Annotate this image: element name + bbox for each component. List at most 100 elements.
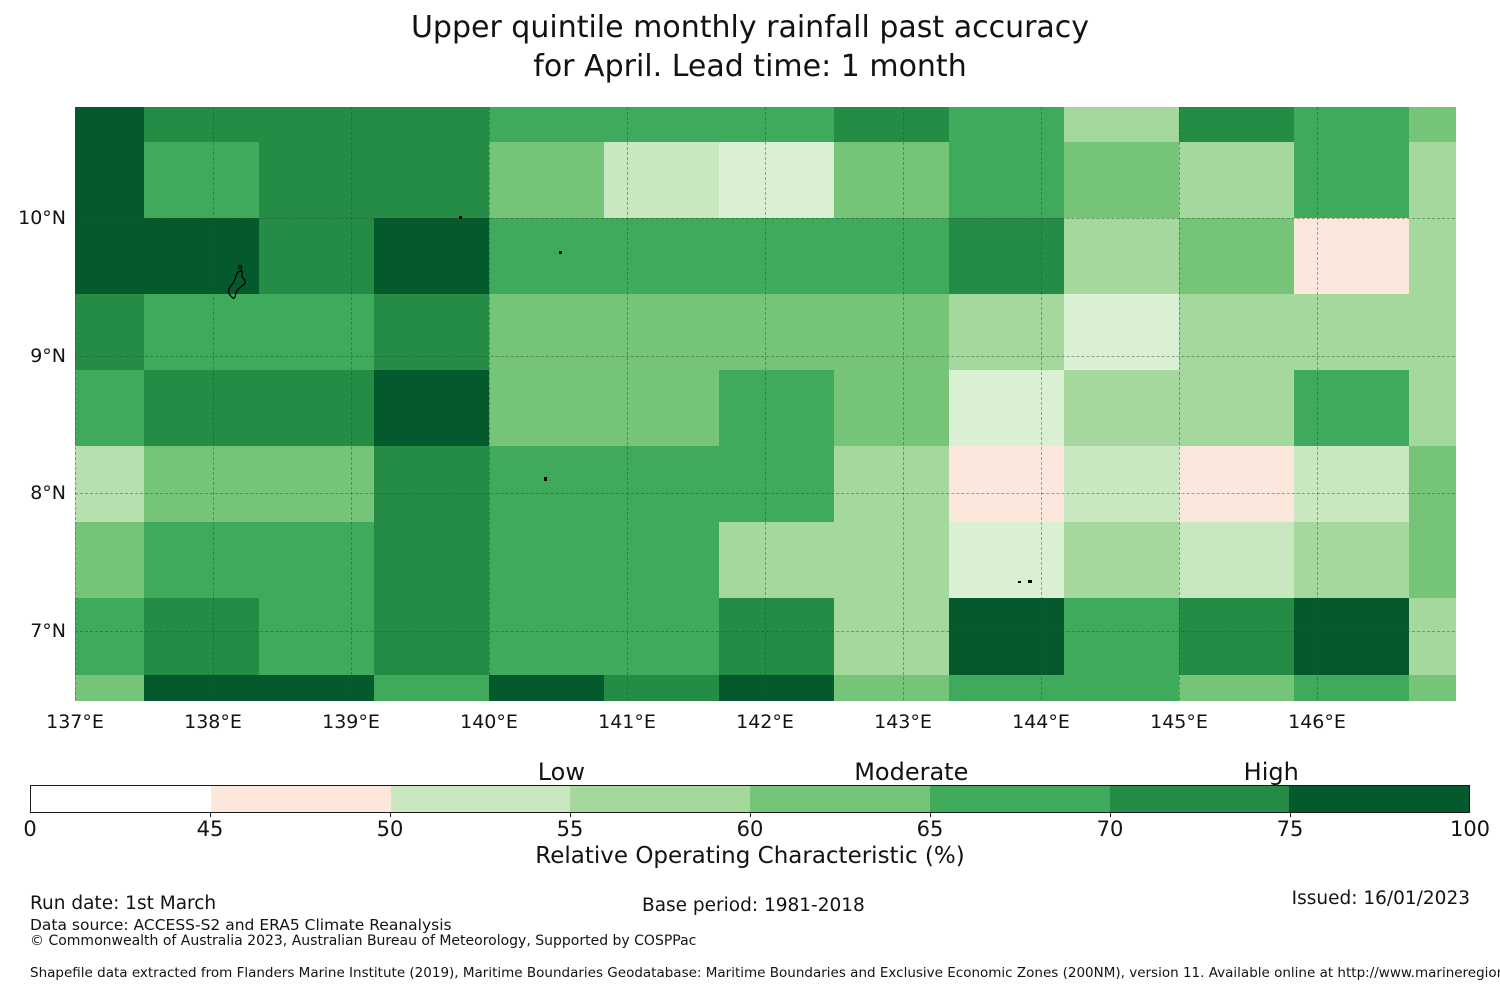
map-cell xyxy=(1409,370,1456,447)
map-cell xyxy=(489,446,605,523)
map-cell xyxy=(1293,446,1410,523)
colorbar-segment xyxy=(570,786,751,812)
map-cell xyxy=(1409,218,1456,295)
colorbar-tick-mark xyxy=(390,813,391,817)
map-cell xyxy=(489,141,605,219)
map-cell xyxy=(258,598,375,676)
y-tick-label: 10°N xyxy=(18,207,66,229)
heatmap-plot-area xyxy=(75,107,1456,701)
map-cell xyxy=(75,141,145,219)
colorbar-segment xyxy=(929,786,1111,812)
map-cell xyxy=(603,107,720,143)
map-cell xyxy=(603,218,720,295)
map-cell xyxy=(948,370,1065,447)
map-cell xyxy=(1409,674,1456,701)
gridline-meridian xyxy=(489,107,490,700)
x-tick-label: 141°E xyxy=(598,711,656,733)
colorbar-tick-label: 60 xyxy=(736,817,764,841)
colorbar-segment xyxy=(31,786,212,812)
map-cell xyxy=(489,674,605,701)
map-cell xyxy=(1064,522,1180,600)
map-cell xyxy=(374,107,490,143)
colorbar-category-label: High xyxy=(1243,758,1299,786)
map-cell xyxy=(1179,218,1295,295)
map-cell xyxy=(1293,141,1410,219)
map-cell xyxy=(1293,598,1410,676)
map-cell xyxy=(719,107,835,143)
map-cell xyxy=(75,522,145,600)
y-tick-label: 7°N xyxy=(30,619,66,642)
gridline-meridian xyxy=(765,107,766,700)
map-cell xyxy=(948,446,1065,523)
map-cell xyxy=(1409,107,1456,143)
map-cell xyxy=(1064,107,1180,143)
map-cell xyxy=(948,674,1065,701)
map-cell xyxy=(75,294,145,371)
colorbar-tick-mark xyxy=(570,813,571,817)
colorbar-segment xyxy=(750,786,931,812)
map-cell xyxy=(834,370,950,447)
base-period-text: Base period: 1981-2018 xyxy=(642,895,865,916)
x-tick-label: 139°E xyxy=(322,711,380,733)
map-cell xyxy=(1293,218,1410,295)
map-cell xyxy=(144,294,260,371)
map-cell xyxy=(374,294,490,371)
chart-title-line1: Upper quintile monthly rainfall past acc… xyxy=(410,10,1090,45)
chart-title-line2: for April. Lead time: 1 month xyxy=(533,49,967,84)
map-cell xyxy=(603,522,720,600)
map-cell xyxy=(374,370,490,447)
map-cell xyxy=(719,141,835,219)
map-cell xyxy=(948,218,1065,295)
colorbar-segment xyxy=(1109,786,1291,812)
map-cell xyxy=(1409,522,1456,600)
map-cell xyxy=(144,674,260,701)
map-cell xyxy=(258,141,375,219)
map-cell xyxy=(1293,370,1410,447)
colorbar-segment xyxy=(390,786,572,812)
map-cell xyxy=(258,218,375,295)
map-cell xyxy=(603,598,720,676)
map-cell xyxy=(374,598,490,676)
x-tick-label: 137°E xyxy=(46,711,104,733)
map-cell xyxy=(948,294,1065,371)
map-cell xyxy=(948,107,1065,143)
map-cell xyxy=(834,141,950,219)
map-cell xyxy=(489,522,605,600)
x-tick-label: 143°E xyxy=(874,711,932,733)
map-cell xyxy=(834,294,950,371)
map-cell xyxy=(75,598,145,676)
map-cell xyxy=(834,446,950,523)
map-cell xyxy=(1293,294,1410,371)
map-cell xyxy=(489,294,605,371)
map-cell xyxy=(144,370,260,447)
map-cell xyxy=(489,598,605,676)
map-cell xyxy=(1179,294,1295,371)
map-cell xyxy=(719,446,835,523)
map-cell xyxy=(1179,107,1295,143)
map-cell xyxy=(603,674,720,701)
copyright-text: © Commonwealth of Australia 2023, Austra… xyxy=(30,933,697,949)
map-cell xyxy=(1064,674,1180,701)
data-source-text: Data source: ACCESS-S2 and ERA5 Climate … xyxy=(30,916,452,934)
map-cell xyxy=(1064,218,1180,295)
map-cell xyxy=(1064,598,1180,676)
issued-text: Issued: 16/01/2023 xyxy=(1291,888,1470,909)
colorbar-segment xyxy=(1289,786,1469,812)
gridline-meridian xyxy=(75,107,76,700)
map-cell xyxy=(1409,141,1456,219)
map-cell xyxy=(948,141,1065,219)
colorbar-tick-mark xyxy=(1290,813,1291,817)
y-tick-label: 8°N xyxy=(30,482,66,504)
gridline-meridian xyxy=(1317,107,1318,700)
map-cell xyxy=(603,294,720,371)
map-cell xyxy=(1409,446,1456,523)
map-cell xyxy=(374,218,490,295)
map-cell xyxy=(719,522,835,600)
map-cell xyxy=(144,141,260,219)
colorbar-tick-mark xyxy=(930,813,931,817)
map-cell xyxy=(1064,294,1180,371)
map-cell xyxy=(144,218,260,295)
map-cell xyxy=(1409,294,1456,371)
x-tick-label: 144°E xyxy=(1012,711,1070,733)
